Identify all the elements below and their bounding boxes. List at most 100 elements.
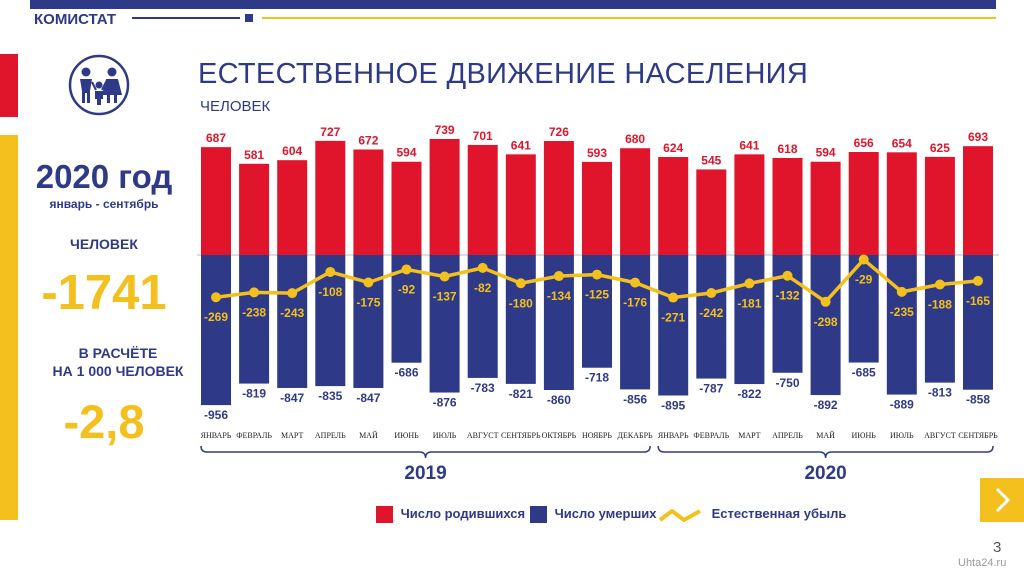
watermark: Uhta24.ru [958, 557, 1007, 569]
page-number: 3 [993, 539, 1002, 556]
legend-item-natural: Естественная убыль [658, 506, 846, 523]
month-tick-label: ИЮЛЬ [890, 431, 914, 440]
page-title: ЕСТЕСТВЕННОЕ ДВИЖЕНИЕ НАСЕЛЕНИЯ [198, 58, 809, 90]
data-label-natural-decrease: -235 [890, 305, 914, 319]
data-label-births: 672 [358, 133, 378, 147]
month-tick-label: ЯНВАРЬ [201, 431, 232, 440]
bar-deaths [658, 255, 689, 396]
bar-deaths [467, 255, 498, 378]
data-label-deaths: -956 [204, 408, 228, 422]
bar-deaths [505, 255, 536, 384]
point-natural-decrease [439, 271, 450, 282]
data-label-births: 625 [930, 141, 950, 155]
data-label-births: 618 [777, 142, 797, 156]
data-label-natural-decrease: -82 [474, 281, 492, 295]
bar-deaths [924, 255, 955, 383]
month-tick-label: МАРТ [738, 431, 760, 440]
family-icon [68, 54, 130, 116]
summary-unit-label: ЧЕЛОВЕК [70, 236, 138, 252]
brand-name: КОМИСТАТ [34, 11, 117, 28]
data-label-deaths: -892 [814, 398, 838, 412]
month-tick-label: МАЙ [816, 431, 835, 440]
data-label-deaths: -718 [585, 371, 609, 385]
point-natural-decrease [363, 277, 374, 288]
bar-births [201, 147, 231, 255]
bar-deaths [810, 255, 841, 396]
data-label-births: 604 [282, 144, 302, 158]
data-label-deaths: -783 [471, 381, 495, 395]
point-natural-decrease [744, 278, 755, 289]
data-label-deaths: -787 [699, 382, 723, 396]
data-label-natural-decrease: -176 [623, 296, 647, 310]
bar-births [658, 157, 689, 255]
point-natural-decrease [706, 287, 717, 298]
data-label-natural-decrease: -132 [775, 289, 799, 303]
data-label-births: 545 [701, 153, 721, 167]
data-label-deaths: -819 [242, 387, 266, 401]
data-label-births: 624 [663, 141, 683, 155]
month-tick-label: ДЕКАБРЬ [618, 431, 654, 440]
top-bar [30, 0, 996, 9]
point-natural-decrease [249, 287, 260, 298]
data-label-deaths: -858 [966, 393, 990, 407]
bar-births [848, 152, 879, 255]
data-label-births: 594 [396, 146, 416, 160]
data-label-natural-decrease: -108 [318, 285, 342, 299]
data-label-natural-decrease: -92 [398, 282, 416, 296]
month-tick-label: ЯНВАРЬ [658, 431, 689, 440]
bar-births [315, 140, 346, 255]
bar-births [810, 161, 841, 255]
bar-births [353, 149, 384, 255]
legend-swatch-deaths [530, 506, 547, 524]
data-label-natural-decrease: -134 [547, 289, 571, 303]
bar-deaths [886, 255, 917, 395]
brand-square [245, 14, 253, 22]
data-label-births: 641 [511, 138, 531, 152]
data-label-deaths: -847 [280, 391, 304, 405]
data-label-births: 726 [549, 125, 569, 139]
legend-label-births: Число родившихся [400, 506, 526, 521]
point-natural-decrease [820, 296, 831, 307]
data-label-deaths: -685 [852, 366, 876, 380]
bar-births [505, 154, 536, 255]
bar-births [886, 152, 917, 255]
page-subtitle: ЧЕЛОВЕК [200, 98, 271, 115]
legend-line-natural [658, 508, 701, 522]
bar-births [543, 141, 574, 255]
next-slide-button[interactable] [980, 478, 1024, 522]
side-accent-yellow [0, 135, 18, 520]
bar-deaths [239, 255, 270, 384]
point-natural-decrease [515, 278, 526, 289]
bar-deaths [201, 255, 231, 406]
year-label: 2019 [404, 463, 446, 484]
month-tick-label: ИЮНЬ [394, 431, 419, 440]
data-label-deaths: -750 [775, 376, 799, 390]
month-tick-label: АВГУСТ [467, 431, 499, 440]
data-label-births: 739 [435, 123, 455, 137]
data-label-natural-decrease: -238 [242, 305, 266, 319]
summary-rate-label: В РАСЧЁТЕ НА 1 000 ЧЕЛОВЕК [18, 344, 218, 380]
point-natural-decrease [477, 262, 488, 273]
bar-deaths [277, 255, 308, 388]
point-natural-decrease [592, 269, 602, 280]
month-tick-label: СЕНТЯБРЬ [958, 431, 998, 440]
point-natural-decrease [211, 292, 221, 303]
legend-swatch-births [376, 506, 393, 524]
data-label-natural-decrease: -188 [928, 298, 952, 312]
bar-deaths [620, 255, 651, 390]
month-tick-label: ФЕВРАЛЬ [693, 431, 729, 440]
legend-label-natural: Естественная убыль [711, 506, 847, 521]
legend-label-deaths: Число умерших [554, 506, 657, 521]
data-label-deaths: -895 [661, 399, 685, 413]
point-natural-decrease [896, 286, 907, 297]
summary-rate-value: -2,8 [63, 395, 145, 448]
bar-deaths [696, 255, 727, 379]
data-label-deaths: -876 [433, 396, 457, 410]
data-label-births: 687 [206, 131, 226, 145]
point-natural-decrease [630, 277, 641, 288]
data-label-deaths: -835 [318, 389, 342, 403]
month-tick-label: НОЯБРЬ [582, 431, 612, 440]
data-label-deaths: -813 [928, 386, 952, 400]
summary-total-value: -1741 [41, 266, 167, 320]
